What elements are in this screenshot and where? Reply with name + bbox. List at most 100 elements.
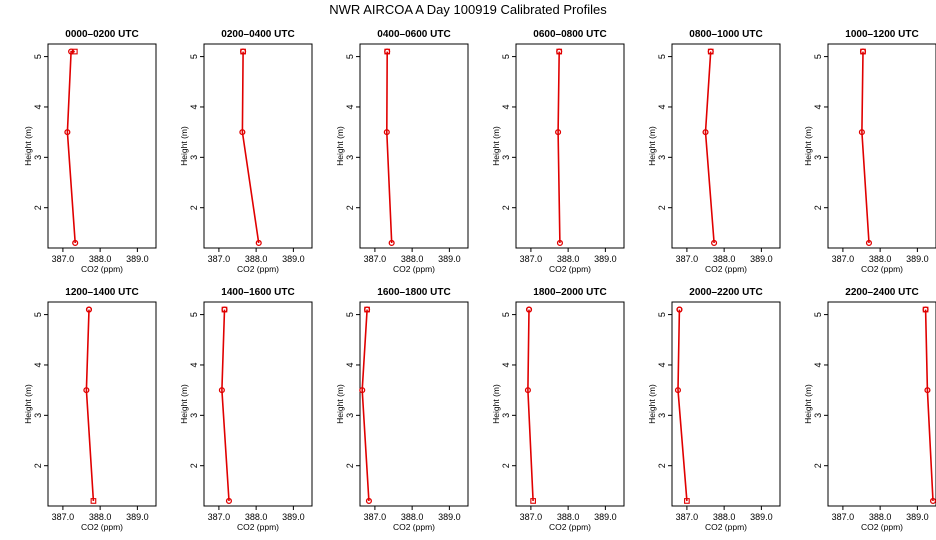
plot-frame: [827, 43, 936, 249]
plot-frame: [359, 43, 469, 249]
y-tick-label: 4: [813, 104, 823, 109]
data-point-circle: [365, 497, 372, 505]
panel-title: 0200–0400 UTC: [221, 29, 294, 40]
x-tick-label: 389.0: [126, 254, 149, 264]
y-tick-label: 2: [189, 205, 199, 210]
data-point-square: [384, 48, 391, 55]
profile-line: [704, 51, 715, 244]
y-axis-label: Height (m): [647, 126, 657, 166]
x-axis-label: CO2 (ppm): [705, 522, 747, 532]
profile-line: [527, 309, 534, 502]
data-point-circle: [924, 387, 931, 394]
plot-frame: [827, 301, 936, 507]
data-point-square: [707, 48, 714, 55]
y-tick-label: 3: [33, 413, 43, 418]
y-tick-label: 3: [813, 155, 823, 160]
data-point-circle: [676, 306, 683, 313]
profile-line: [221, 309, 230, 502]
profile-line: [385, 51, 393, 244]
y-tick-label: 3: [345, 155, 355, 160]
data-point-square: [90, 498, 97, 504]
profile-line: [85, 309, 95, 502]
y-tick-label: 5: [345, 312, 355, 317]
y-tick-label: 2: [345, 205, 355, 210]
y-axis-label: Height (m): [647, 384, 657, 424]
data-point-circle: [85, 306, 93, 313]
x-axis-label: CO2 (ppm): [393, 522, 435, 532]
panel-title: 0600–0800 UTC: [533, 29, 606, 40]
panel-title: 1000–1200 UTC: [845, 29, 918, 40]
x-tick-label: 389.0: [126, 512, 149, 522]
data-point-circle: [225, 497, 233, 505]
data-point-circle: [556, 239, 563, 247]
y-tick-label: 3: [501, 413, 511, 418]
data-point-circle: [359, 387, 366, 394]
y-axis-label: Height (m): [23, 126, 33, 166]
profile-line: [66, 50, 76, 244]
data-point-square: [860, 48, 866, 55]
panel-grid: 0000–0200 UTC 387.0 388.0 389.0 2 3 4 5 CO2 (ppm…: [23, 29, 936, 532]
data-point-circle: [711, 239, 718, 247]
y-tick-label: 5: [657, 54, 667, 59]
x-tick-label: 389.0: [438, 254, 461, 264]
x-tick-label: 389.0: [594, 512, 617, 522]
profile-line: [861, 51, 870, 244]
x-axis-label: CO2 (ppm): [393, 264, 435, 274]
data-point-square: [221, 306, 228, 313]
profile-line: [924, 309, 934, 502]
y-tick-label: 5: [33, 54, 43, 59]
data-point-square: [71, 48, 78, 55]
y-axis-label: Height (m): [803, 384, 813, 424]
data-point-square: [530, 498, 536, 504]
data-point-circle: [555, 129, 562, 136]
y-axis-label: Height (m): [23, 384, 33, 424]
data-point-circle: [72, 239, 79, 247]
x-tick-label: 388.0: [245, 254, 268, 264]
y-tick-label: 3: [189, 155, 199, 160]
panel-title: 1400–1600 UTC: [221, 287, 294, 298]
x-axis-label: CO2 (ppm): [549, 522, 591, 532]
panel-10: 1800–2000 UTC 387.0 388.0 389.0 2 3 4 5 CO2 (ppm…: [491, 287, 625, 532]
data-point-circle: [383, 129, 390, 136]
x-axis-label: CO2 (ppm): [549, 264, 591, 274]
panel-title: 1200–1400 UTC: [65, 287, 138, 298]
x-axis-label: CO2 (ppm): [861, 264, 903, 274]
data-point-circle: [68, 48, 75, 55]
x-axis-label: CO2 (ppm): [861, 522, 903, 532]
data-point-circle: [929, 497, 936, 505]
data-point-circle: [525, 306, 533, 313]
y-tick-label: 4: [189, 362, 199, 367]
y-tick-label: 2: [33, 463, 43, 468]
x-tick-label: 389.0: [594, 254, 617, 264]
x-tick-label: 387.0: [832, 254, 855, 264]
panel-4: 0600–0800 UTC 387.0 388.0 389.0 2 3 4 5 CO2 (ppm…: [491, 29, 625, 274]
panel-title: 0400–0600 UTC: [377, 29, 450, 40]
x-tick-label: 389.0: [906, 254, 929, 264]
data-point-circle: [858, 129, 865, 136]
panel-8: 1400–1600 UTC 387.0 388.0 389.0 2 3 4 5 CO2 (ppm…: [179, 287, 313, 532]
y-tick-label: 5: [189, 312, 199, 317]
x-axis-label: CO2 (ppm): [237, 522, 279, 532]
y-tick-label: 4: [345, 104, 355, 109]
x-tick-label: 387.0: [52, 254, 75, 264]
x-axis-label: CO2 (ppm): [81, 522, 123, 532]
panel-6: 1000–1200 UTC 387.0 388.0 389.0 2 3 4 5 CO2 (ppm…: [803, 29, 936, 274]
y-tick-label: 4: [33, 362, 43, 367]
y-axis-label: Height (m): [491, 126, 501, 166]
plot-frame: [47, 43, 157, 249]
x-tick-label: 389.0: [438, 512, 461, 522]
y-tick-label: 3: [657, 155, 667, 160]
y-tick-label: 2: [189, 463, 199, 468]
profile-line: [241, 51, 260, 244]
x-tick-label: 389.0: [282, 254, 305, 264]
profile-line: [677, 309, 688, 502]
data-point-square: [922, 306, 929, 313]
y-tick-label: 3: [813, 413, 823, 418]
x-tick-label: 387.0: [208, 254, 231, 264]
y-tick-label: 3: [657, 413, 667, 418]
panel-title: 0000–0200 UTC: [65, 29, 138, 40]
data-point-circle: [218, 387, 225, 394]
panel-title: 2200–2400 UTC: [845, 287, 918, 298]
y-tick-label: 4: [657, 362, 667, 367]
x-tick-label: 389.0: [906, 512, 929, 522]
